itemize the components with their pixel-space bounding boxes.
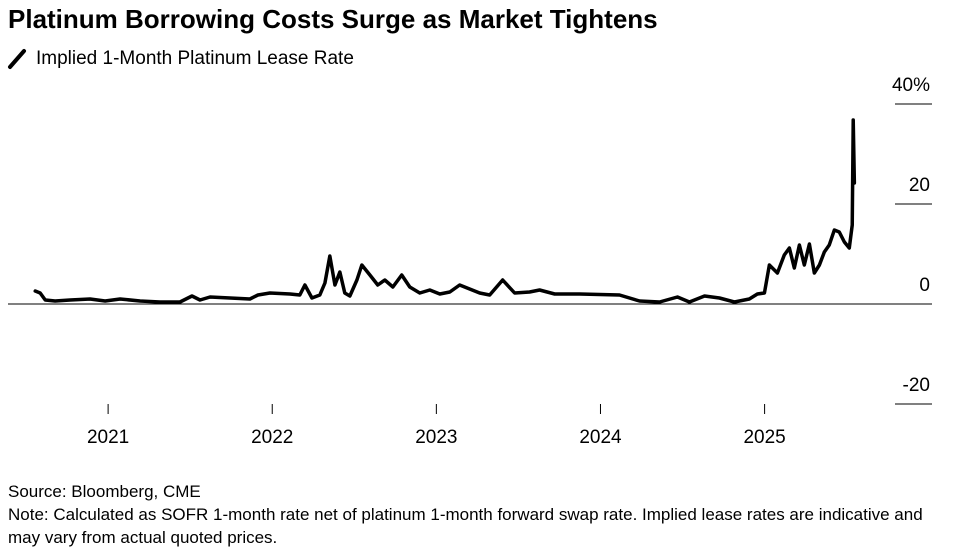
chart-title: Platinum Borrowing Costs Surge as Market… — [8, 4, 658, 34]
chart: Platinum Borrowing Costs Surge as Market… — [8, 4, 932, 448]
y-tick-label: 20 — [909, 175, 930, 196]
x-tick-label: 2021 — [87, 427, 129, 448]
x-tick-label: 2024 — [579, 427, 622, 448]
y-tick-label: 40% — [892, 75, 930, 96]
series-line — [33, 118, 857, 304]
x-tick-label: 2022 — [251, 427, 293, 448]
y-tick-label: 0 — [919, 275, 930, 296]
source: Source: Bloomberg, CME — [8, 482, 201, 501]
x-tick-label: 2023 — [415, 427, 457, 448]
legend-label: Implied 1-Month Platinum Lease Rate — [36, 48, 354, 69]
x-tick-label: 2025 — [743, 427, 785, 448]
note: Note: Calculated as SOFR 1-month rate ne… — [8, 505, 923, 547]
y-tick-label: -20 — [903, 375, 930, 396]
legend-swatch — [8, 49, 26, 69]
